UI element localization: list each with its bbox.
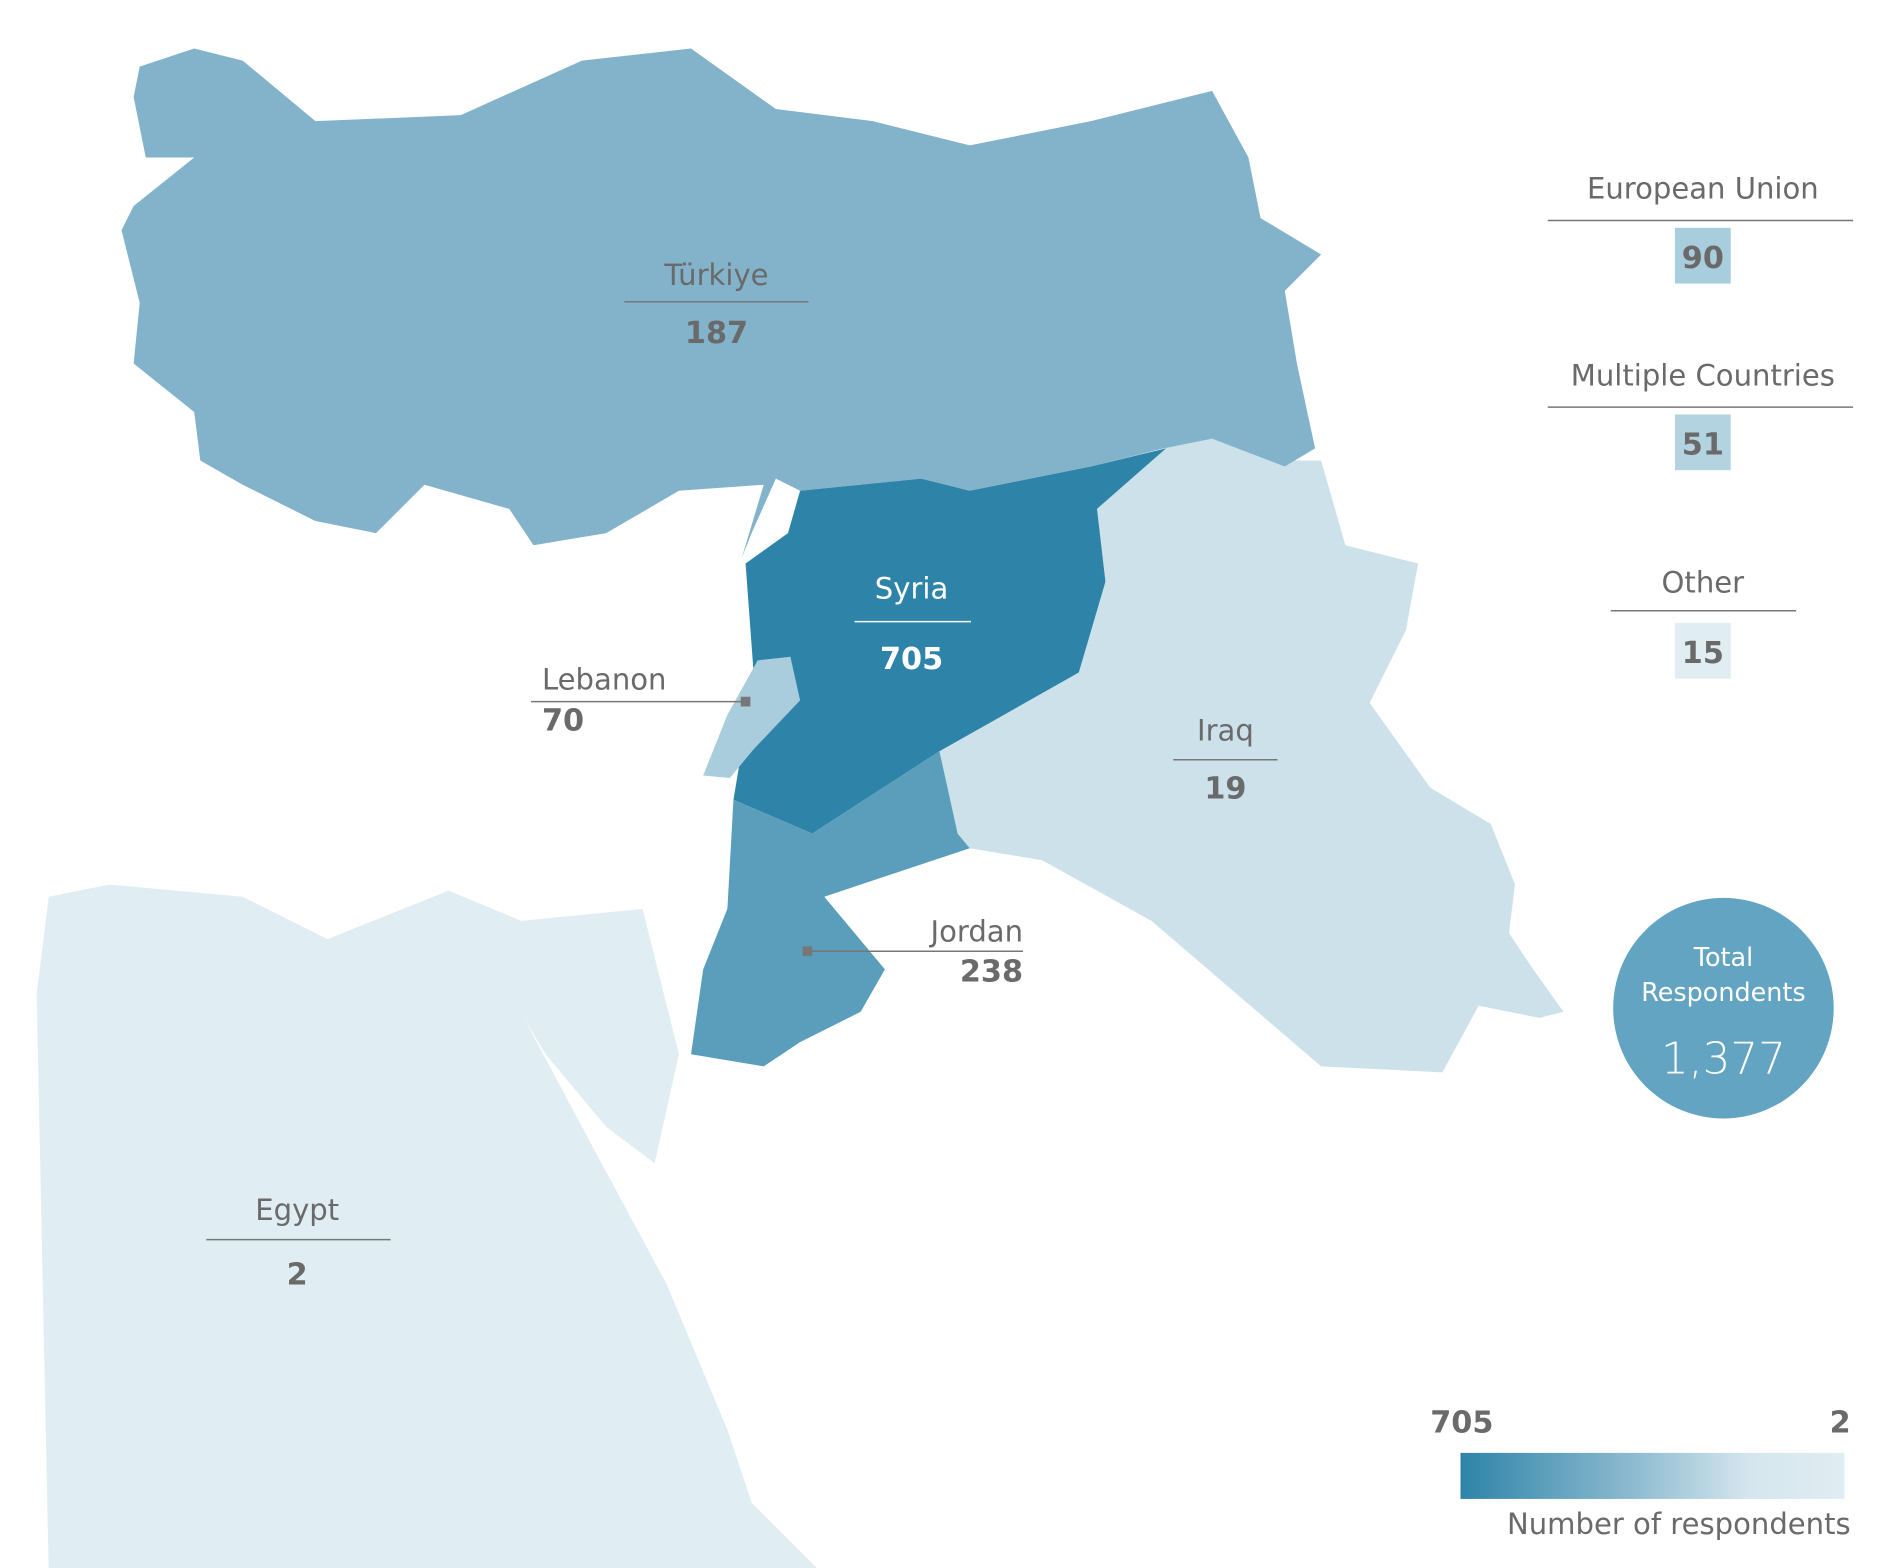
label-egypt: Egypt 2 xyxy=(206,1193,391,1292)
country-name: Lebanon xyxy=(542,662,667,696)
region-lebanon xyxy=(703,656,801,778)
label-turkiye: Türkiye 187 xyxy=(624,258,809,351)
legend-max: 705 xyxy=(1430,1405,1493,1440)
label-lebanon: Lebanon 70 xyxy=(531,662,751,739)
country-value: 70 xyxy=(542,704,584,739)
group-european-union: European Union 90 xyxy=(1547,172,1854,284)
svg-text:90: 90 xyxy=(1682,241,1724,276)
country-name: Iraq xyxy=(1197,713,1254,747)
svg-text:Total: Total xyxy=(1693,942,1753,972)
svg-text:15: 15 xyxy=(1682,636,1724,671)
svg-text:51: 51 xyxy=(1682,427,1724,462)
country-value: 19 xyxy=(1204,772,1246,807)
svg-text:Respondents: Respondents xyxy=(1641,977,1805,1007)
label-syria: Syria 705 xyxy=(854,572,971,677)
svg-text:Multiple Countries: Multiple Countries xyxy=(1571,358,1835,392)
country-name: Türkiye xyxy=(663,258,768,292)
country-value: 187 xyxy=(685,316,748,351)
legend-gradient-bar xyxy=(1460,1452,1845,1499)
region-syria xyxy=(733,448,1167,834)
group-multiple-countries: Multiple Countries 51 xyxy=(1547,358,1854,471)
region-turkiye xyxy=(121,48,1322,558)
group-other: Other 15 xyxy=(1610,566,1797,679)
legend-title: Number of respondents xyxy=(1507,1507,1851,1541)
country-name: Syria xyxy=(875,572,949,606)
country-value: 2 xyxy=(287,1257,308,1292)
country-name: Egypt xyxy=(255,1193,339,1227)
svg-text:European Union: European Union xyxy=(1587,172,1819,206)
region-iraq xyxy=(939,436,1564,1073)
legend-min: 2 xyxy=(1830,1405,1851,1440)
region-egypt xyxy=(36,884,818,1568)
label-iraq: Iraq 19 xyxy=(1173,713,1278,807)
svg-text:1,377: 1,377 xyxy=(1661,1035,1786,1085)
label-jordan: Jordan 238 xyxy=(802,915,1024,990)
svg-text:Other: Other xyxy=(1662,566,1745,600)
total-respondents-badge: Total Respondents 1,377 xyxy=(1613,897,1834,1119)
country-name: Jordan xyxy=(929,915,1024,949)
color-legend: 705 2 Number of respondents xyxy=(1430,1405,1850,1541)
region-jordan xyxy=(691,751,970,1067)
country-value: 705 xyxy=(880,642,943,677)
country-value: 238 xyxy=(960,955,1023,990)
